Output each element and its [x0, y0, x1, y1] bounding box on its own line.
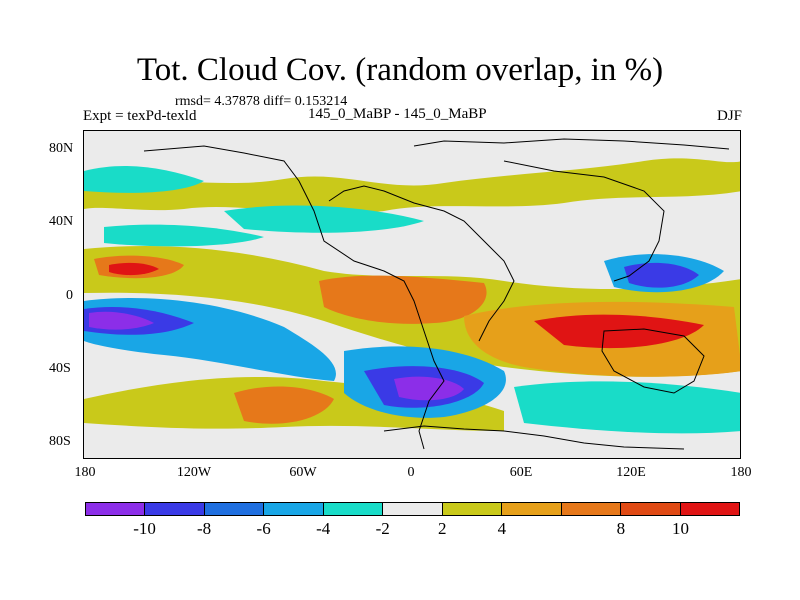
- colorbar-label: -2: [375, 519, 390, 538]
- colorbar-label: 10: [671, 519, 689, 538]
- colorbar-swatch: [383, 503, 443, 515]
- neg-band-pacific-west: [104, 224, 264, 247]
- colorbar-swatch: [323, 503, 384, 515]
- lon-label: 60W: [289, 465, 317, 480]
- pos-band-north: [84, 158, 740, 214]
- colorbar-label: 2: [438, 519, 447, 538]
- stats-text: rmsd= 4.37878 diff= 0.153214: [175, 94, 348, 109]
- colorbar-label: 8: [616, 519, 626, 538]
- pos-anomaly-pacific-north-core: [109, 262, 159, 276]
- colorbar-swatch: [204, 503, 265, 515]
- lat-label: 0: [66, 288, 73, 303]
- neg-core-south-pacific-deep: [89, 311, 154, 330]
- lat-label: 40S: [49, 361, 71, 376]
- plot-title: Tot. Cloud Cov. (random overlap, in %): [136, 52, 664, 88]
- neg-core-southern-deep: [394, 376, 464, 401]
- colorbar-label: -8: [196, 519, 212, 538]
- lon-label: 180: [74, 465, 96, 480]
- neg-core-west-pacific: [624, 262, 699, 288]
- lon-label: 120W: [176, 465, 212, 480]
- colorbar-swatch: [264, 503, 324, 515]
- colorbar-label: -4: [316, 519, 331, 538]
- cloud-cover-field: [84, 138, 740, 450]
- lon-label: 0: [407, 465, 415, 480]
- coastlines: [143, 138, 730, 450]
- pos-anomaly-indian-core: [534, 314, 704, 349]
- colorbar-swatch: [145, 503, 205, 515]
- lat-label: 80S: [49, 434, 71, 449]
- lat-label: 40N: [49, 214, 74, 229]
- season-label: DJF: [716, 108, 742, 124]
- pos-anomaly-south-atlantic: [234, 386, 334, 424]
- lon-label: 120E: [616, 465, 646, 480]
- colorbar-swatch: [621, 503, 681, 515]
- colorbar-swatch: [561, 503, 622, 515]
- colorbar-label: -10: [133, 519, 156, 538]
- colorbar-swatch: [442, 503, 503, 515]
- subtitle: 145_0_MaBP - 145_0_MaBP: [308, 106, 487, 122]
- lon-label: 180: [730, 465, 752, 480]
- colorbar-label: 4: [497, 519, 507, 538]
- experiment-label: Expt = texPd-texld: [83, 108, 197, 124]
- colorbar-label: -6: [256, 519, 271, 538]
- colorbar-swatch: [502, 503, 562, 515]
- neg-band-north: [84, 166, 204, 193]
- colorbar-swatch: [86, 503, 146, 515]
- colorbar-swatch: [680, 503, 739, 515]
- colorbar: [85, 502, 740, 516]
- lon-label: 60E: [509, 465, 533, 480]
- neg-band-midlat: [224, 205, 424, 233]
- pos-anomaly-africa: [319, 275, 487, 324]
- lat-label: 80N: [49, 141, 74, 156]
- map-panel: [83, 130, 741, 459]
- neg-band-south-east: [514, 381, 740, 434]
